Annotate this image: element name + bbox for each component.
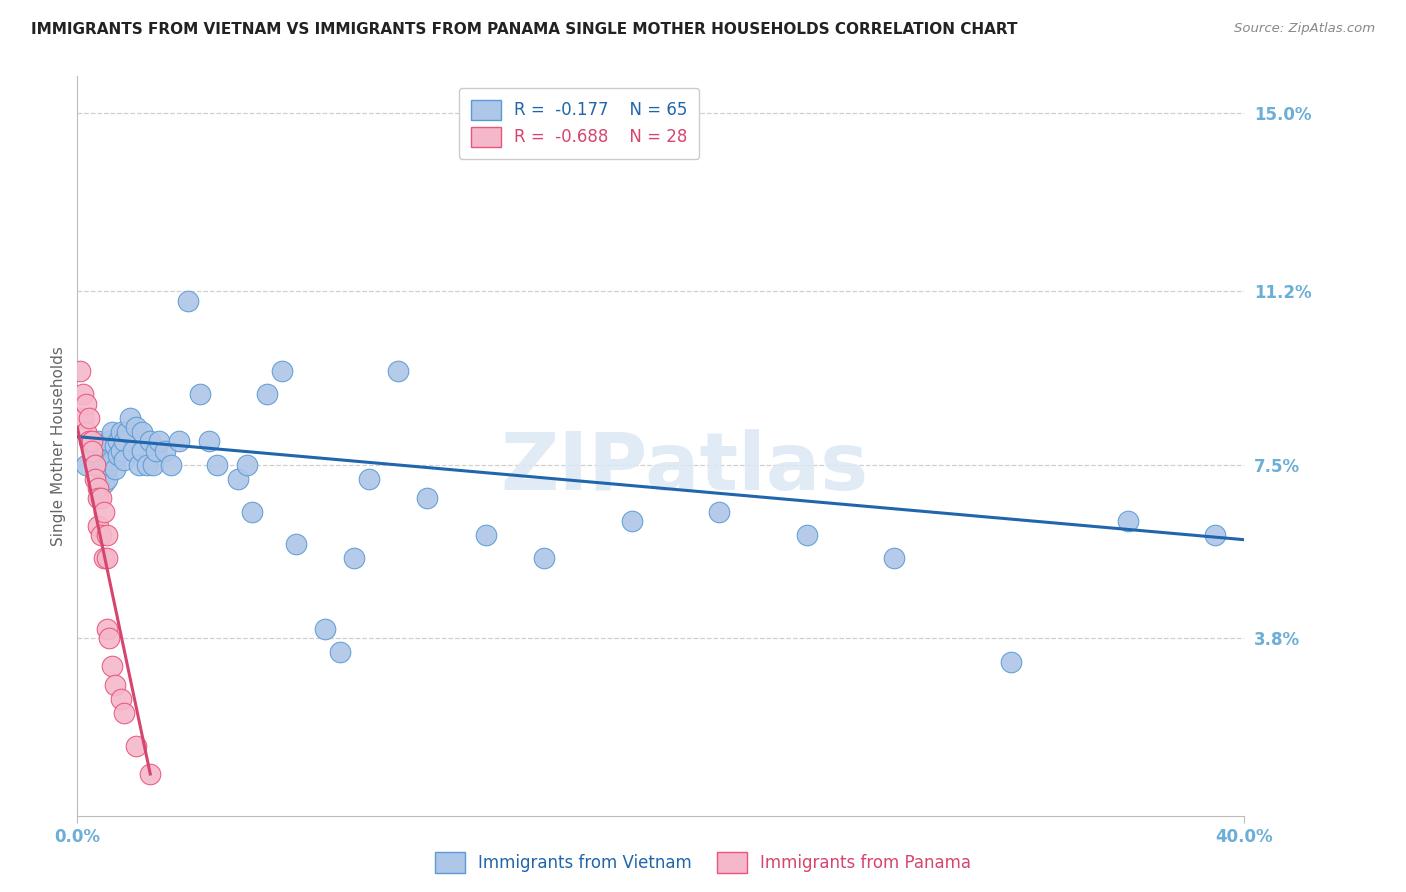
- Point: [83, 458, 105, 472]
- Point: [159, 458, 181, 472]
- Point: [110, 692, 132, 706]
- Point: [124, 420, 148, 434]
- Point: [75, 425, 97, 439]
- Point: [240, 505, 263, 519]
- Y-axis label: Single Mother Households: Single Mother Households: [51, 346, 66, 546]
- Point: [416, 491, 439, 505]
- Point: [101, 425, 124, 439]
- Point: [80, 443, 103, 458]
- Point: [139, 767, 162, 781]
- Point: [131, 443, 153, 458]
- Point: [93, 467, 115, 482]
- Point: [112, 434, 135, 449]
- Point: [98, 434, 121, 449]
- Legend: R =  -0.177    N = 65, R =  -0.688    N = 28: R = -0.177 N = 65, R = -0.688 N = 28: [460, 87, 699, 159]
- Point: [329, 645, 352, 659]
- Point: [270, 364, 292, 378]
- Point: [101, 659, 124, 673]
- Point: [121, 443, 143, 458]
- Point: [104, 678, 127, 692]
- Point: [98, 631, 121, 645]
- Point: [80, 443, 103, 458]
- Text: ZIPatlas: ZIPatlas: [501, 429, 869, 508]
- Point: [87, 491, 110, 505]
- Point: [83, 472, 105, 486]
- Point: [96, 622, 118, 636]
- Point: [90, 528, 112, 542]
- Point: [80, 434, 103, 449]
- Point: [115, 425, 138, 439]
- Point: [87, 453, 110, 467]
- Point: [75, 458, 97, 472]
- Point: [96, 443, 118, 458]
- Point: [153, 443, 176, 458]
- Point: [136, 458, 159, 472]
- Point: [148, 434, 170, 449]
- Point: [104, 462, 127, 476]
- Point: [90, 439, 112, 453]
- Point: [107, 434, 129, 449]
- Point: [93, 505, 115, 519]
- Point: [77, 434, 100, 449]
- Point: [177, 293, 200, 308]
- Point: [96, 528, 118, 542]
- Point: [69, 364, 91, 378]
- Point: [883, 551, 905, 566]
- Point: [343, 551, 366, 566]
- Point: [107, 449, 129, 463]
- Text: Source: ZipAtlas.com: Source: ZipAtlas.com: [1234, 22, 1375, 36]
- Point: [83, 458, 105, 472]
- Point: [98, 458, 121, 472]
- Point: [169, 434, 191, 449]
- Point: [96, 551, 118, 566]
- Legend: Immigrants from Vietnam, Immigrants from Panama: Immigrants from Vietnam, Immigrants from…: [427, 846, 979, 880]
- Point: [139, 434, 162, 449]
- Point: [87, 434, 110, 449]
- Point: [110, 425, 132, 439]
- Point: [475, 528, 498, 542]
- Point: [188, 387, 211, 401]
- Point: [142, 458, 165, 472]
- Point: [96, 472, 118, 486]
- Point: [101, 453, 124, 467]
- Point: [1204, 528, 1226, 542]
- Point: [1000, 655, 1022, 669]
- Point: [87, 481, 110, 495]
- Point: [1116, 514, 1139, 528]
- Point: [235, 458, 257, 472]
- Point: [90, 491, 112, 505]
- Point: [709, 505, 731, 519]
- Point: [131, 425, 153, 439]
- Point: [207, 458, 229, 472]
- Point: [93, 551, 115, 566]
- Point: [226, 472, 249, 486]
- Point: [93, 458, 115, 472]
- Point: [357, 472, 380, 486]
- Text: IMMIGRANTS FROM VIETNAM VS IMMIGRANTS FROM PANAMA SINGLE MOTHER HOUSEHOLDS CORRE: IMMIGRANTS FROM VIETNAM VS IMMIGRANTS FR…: [31, 22, 1018, 37]
- Point: [72, 410, 94, 425]
- Point: [110, 443, 132, 458]
- Point: [124, 739, 148, 753]
- Point: [96, 453, 118, 467]
- Point: [104, 439, 127, 453]
- Point: [77, 410, 100, 425]
- Point: [118, 410, 141, 425]
- Point: [533, 551, 555, 566]
- Point: [314, 622, 336, 636]
- Point: [197, 434, 219, 449]
- Point: [87, 518, 110, 533]
- Point: [796, 528, 818, 542]
- Point: [387, 364, 409, 378]
- Point: [72, 387, 94, 401]
- Point: [145, 443, 167, 458]
- Point: [128, 458, 150, 472]
- Point: [93, 476, 115, 491]
- Point: [112, 706, 135, 720]
- Point: [620, 514, 643, 528]
- Point: [112, 453, 135, 467]
- Point: [285, 537, 308, 551]
- Point: [90, 462, 112, 476]
- Point: [75, 397, 97, 411]
- Point: [256, 387, 278, 401]
